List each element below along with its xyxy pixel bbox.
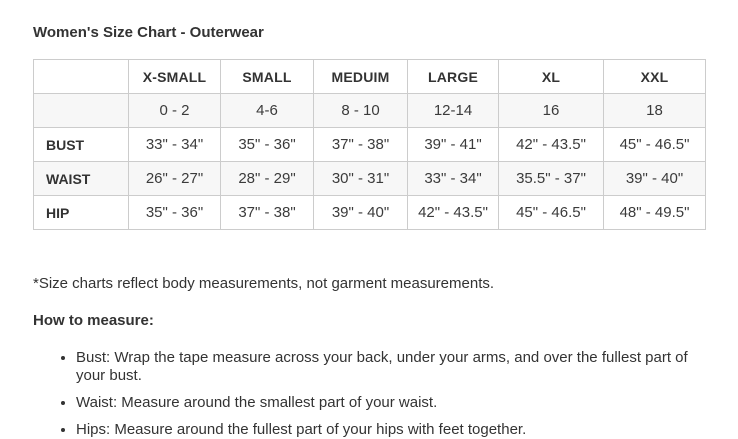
table-cell: 12-14	[407, 93, 499, 128]
header-cell-xl: XL	[498, 59, 604, 94]
table-cell: 39" - 40"	[313, 195, 408, 230]
table-cell: 42" - 43.5"	[498, 127, 604, 162]
list-item-bust: Bust: Wrap the tape measure across your …	[76, 349, 705, 385]
table-cell: 42" - 43.5"	[407, 195, 499, 230]
table-cell: 39" - 40"	[603, 161, 706, 196]
list-item-waist: Waist: Measure around the smallest part …	[76, 394, 705, 412]
header-cell-xxl: XXL	[603, 59, 706, 94]
table-cell: 35.5" - 37"	[498, 161, 604, 196]
size-chart-table: X-SMALL SMALL MEDUIM LARGE XL XXL 0 - 2 …	[33, 59, 706, 230]
bust-row-label: BUST	[33, 127, 129, 162]
table-cell: 28" - 29"	[220, 161, 314, 196]
page-title: Women's Size Chart - Outerwear	[33, 24, 264, 41]
header-cell-empty	[33, 59, 129, 94]
waist-row-label: WAIST	[33, 161, 129, 196]
waist-row: WAIST 26" - 27" 28" - 29" 30" - 31" 33" …	[33, 161, 706, 196]
table-cell: 18	[603, 93, 706, 128]
how-to-measure-heading: How to measure:	[33, 312, 154, 329]
header-cell-x-small: X-SMALL	[128, 59, 221, 94]
table-cell: 26" - 27"	[128, 161, 221, 196]
table-cell: 33" - 34"	[128, 127, 221, 162]
hip-row-label: HIP	[33, 195, 129, 230]
header-cell-small: SMALL	[220, 59, 314, 94]
hip-row: HIP 35" - 36" 37" - 38" 39" - 40" 42" - …	[33, 195, 706, 230]
header-cell-large: LARGE	[407, 59, 499, 94]
measure-instructions-list: Bust: Wrap the tape measure across your …	[33, 349, 705, 439]
table-cell: 30" - 31"	[313, 161, 408, 196]
table-cell: 0 - 2	[128, 93, 221, 128]
table-cell: 37" - 38"	[220, 195, 314, 230]
numeric-sizes-label-cell	[33, 93, 129, 128]
table-cell: 45" - 46.5"	[603, 127, 706, 162]
numeric-sizes-row: 0 - 2 4-6 8 - 10 12-14 16 18	[33, 93, 706, 128]
table-cell: 37" - 38"	[313, 127, 408, 162]
table-cell: 8 - 10	[313, 93, 408, 128]
table-header-row: X-SMALL SMALL MEDUIM LARGE XL XXL	[33, 59, 706, 94]
bust-row: BUST 33" - 34" 35" - 36" 37" - 38" 39" -…	[33, 127, 706, 162]
table-cell: 4-6	[220, 93, 314, 128]
table-cell: 33" - 34"	[407, 161, 499, 196]
table-cell: 45" - 46.5"	[498, 195, 604, 230]
list-item-hips: Hips: Measure around the fullest part of…	[76, 421, 705, 439]
table-cell: 48" - 49.5"	[603, 195, 706, 230]
table-cell: 35" - 36"	[128, 195, 221, 230]
header-cell-medium: MEDUIM	[313, 59, 408, 94]
table-cell: 39" - 41"	[407, 127, 499, 162]
table-cell: 35" - 36"	[220, 127, 314, 162]
table-cell: 16	[498, 93, 604, 128]
size-chart-footnote: *Size charts reflect body measurements, …	[33, 275, 495, 292]
